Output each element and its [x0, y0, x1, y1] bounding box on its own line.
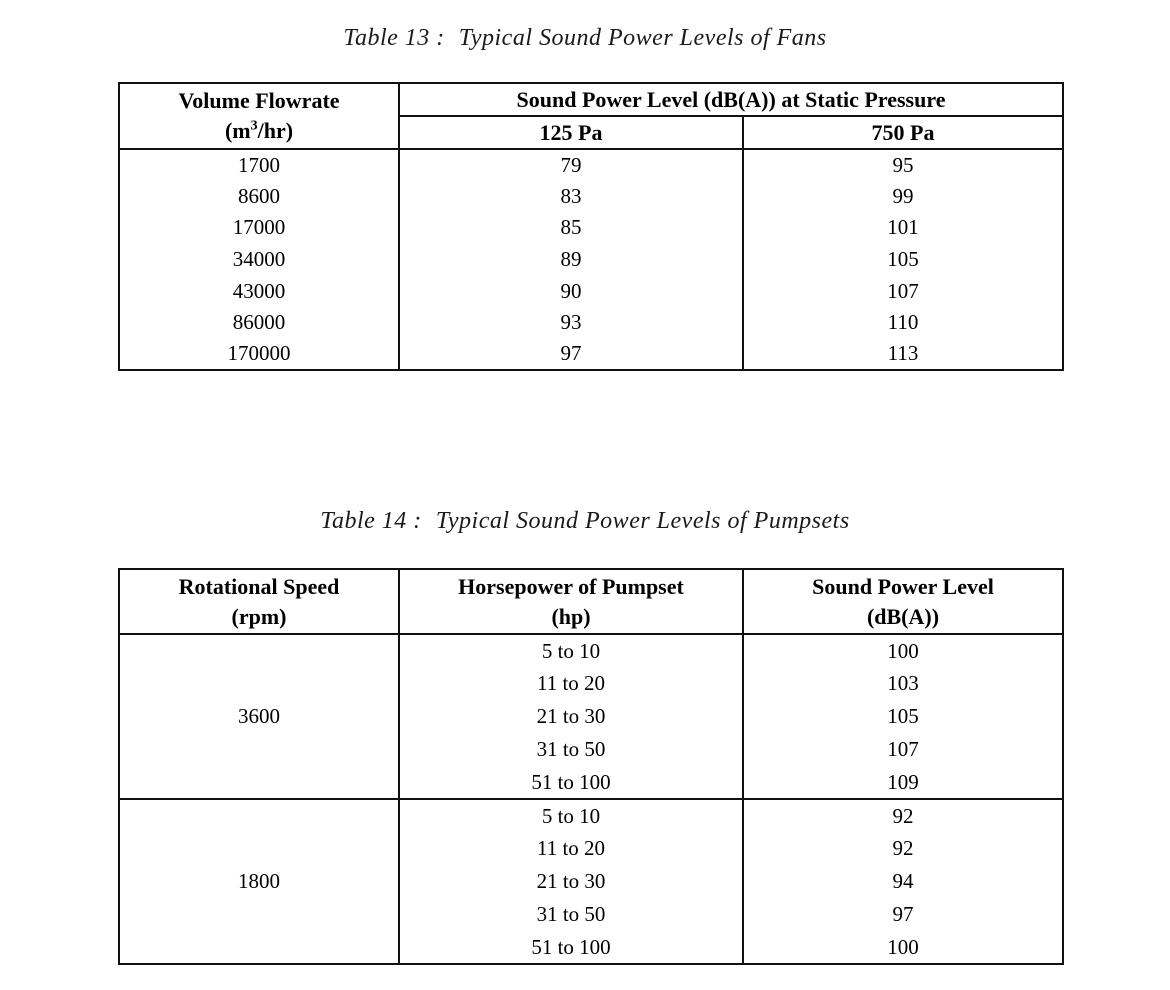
superscript-3: 3 — [250, 118, 258, 134]
table-row: 1700 79 95 — [118, 149, 1064, 181]
table-row: 11 to 20 92 — [119, 832, 1064, 866]
cell-hp: 21 to 30 — [398, 865, 744, 899]
cell-level: 92 — [742, 832, 1064, 866]
cell-750pa: 113 — [742, 338, 1064, 371]
table14-title: Table 14 : Typical Sound Power Levels of … — [0, 508, 1170, 535]
table-row: 17000 85 101 — [118, 212, 1064, 244]
cell-125pa: 97 — [398, 338, 744, 371]
cell-level: 109 — [742, 766, 1064, 800]
cell-hp: 11 to 20 — [398, 667, 744, 701]
table13-span-header: Sound Power Level (dB(A)) at Static Pres… — [398, 83, 1064, 117]
table-row: 86000 93 110 — [118, 306, 1064, 339]
table14-title-label: Table 14 : — [320, 508, 422, 535]
cell-flowrate: 1700 — [118, 149, 400, 181]
table13-header-row-1: Volume Flowrate (m3/hr) Sound Power Leve… — [118, 83, 1064, 150]
cell-hp: 51 to 100 — [398, 766, 744, 800]
cell-hp: 51 to 100 — [398, 931, 744, 965]
cell-level: 103 — [742, 667, 1064, 701]
table13-header-row-2: 125 Pa 750 Pa — [119, 116, 1064, 150]
cell-hp: 31 to 50 — [398, 898, 744, 932]
cell-speed: 3600 — [118, 634, 400, 800]
cell-750pa: 95 — [742, 149, 1064, 181]
table14-header-row: Rotational Speed (rpm) Horsepower of Pum… — [118, 569, 1064, 636]
cell-hp: 5 to 10 — [398, 634, 744, 668]
cell-speed: 1800 — [118, 798, 400, 965]
table-row: 51 to 100 100 — [119, 931, 1064, 965]
table-row: 8600 83 99 — [118, 180, 1064, 213]
cell-750pa: 105 — [742, 243, 1064, 276]
cell-hp: 5 to 10 — [398, 798, 744, 833]
table-row: 31 to 50 97 — [119, 898, 1064, 932]
table-row: 3600 5 to 10 100 — [118, 634, 1064, 800]
table13-col1-header-line1: Volume Flowrate — [178, 88, 340, 113]
table13-title-text: Typical Sound Power Levels of Fans — [458, 25, 827, 51]
cell-level: 92 — [742, 798, 1064, 833]
cell-flowrate: 8600 — [118, 180, 400, 213]
cell-125pa: 85 — [398, 212, 744, 244]
cell-125pa: 93 — [398, 306, 744, 339]
table-row: 11 to 20 103 — [119, 667, 1064, 701]
table13-subheader-750pa: 750 Pa — [742, 116, 1064, 150]
cell-level: 105 — [742, 700, 1064, 734]
cell-750pa: 99 — [742, 180, 1064, 213]
cell-level: 100 — [742, 931, 1064, 965]
table13-subheader-125pa: 125 Pa — [398, 116, 744, 150]
cell-level: 107 — [742, 733, 1064, 767]
cell-125pa: 79 — [398, 149, 744, 181]
table-row: 31 to 50 107 — [119, 733, 1064, 767]
cell-level: 100 — [742, 634, 1064, 668]
table-row: 21 to 30 94 — [119, 865, 1064, 899]
table-row: 51 to 100 109 — [119, 766, 1064, 800]
cell-level: 97 — [742, 898, 1064, 932]
cell-125pa: 90 — [398, 275, 744, 307]
cell-flowrate: 17000 — [118, 212, 400, 244]
table14-pumpsets: Rotational Speed (rpm) Horsepower of Pum… — [118, 568, 1064, 966]
table14-title-text: Typical Sound Power Levels of Pumpsets — [435, 508, 850, 535]
table13-col1-header-line2: (m3/hr) — [224, 118, 294, 143]
table13-title-label: Table 13 : — [343, 25, 445, 51]
cell-hp: 21 to 30 — [398, 700, 744, 734]
table-row: 43000 90 107 — [118, 275, 1064, 307]
cell-750pa: 101 — [742, 212, 1064, 244]
cell-750pa: 110 — [742, 306, 1064, 339]
cell-125pa: 89 — [398, 243, 744, 276]
cell-flowrate: 34000 — [118, 243, 400, 276]
cell-hp: 11 to 20 — [398, 832, 744, 866]
cell-level: 94 — [742, 865, 1064, 899]
table14-header-speed: Rotational Speed (rpm) — [118, 569, 400, 636]
table-row: 34000 89 105 — [118, 243, 1064, 276]
cell-flowrate: 170000 — [118, 338, 400, 371]
cell-125pa: 83 — [398, 180, 744, 213]
cell-flowrate: 86000 — [118, 306, 400, 339]
table-row: 1800 5 to 10 92 — [118, 798, 1064, 965]
table-row: 170000 97 113 — [118, 338, 1064, 371]
table13-col1-header: Volume Flowrate (m3/hr) — [118, 83, 400, 150]
table13-title: Table 13 : Typical Sound Power Levels of … — [0, 0, 1170, 52]
table14-header-horsepower: Horsepower of Pumpset (hp) — [398, 569, 744, 636]
table-row: 21 to 30 105 — [119, 700, 1064, 734]
cell-flowrate: 43000 — [118, 275, 400, 307]
table14-header-level: Sound Power Level (dB(A)) — [742, 569, 1064, 636]
cell-hp: 31 to 50 — [398, 733, 744, 767]
table13-fans: Volume Flowrate (m3/hr) Sound Power Leve… — [118, 82, 1064, 372]
cell-750pa: 107 — [742, 275, 1064, 307]
